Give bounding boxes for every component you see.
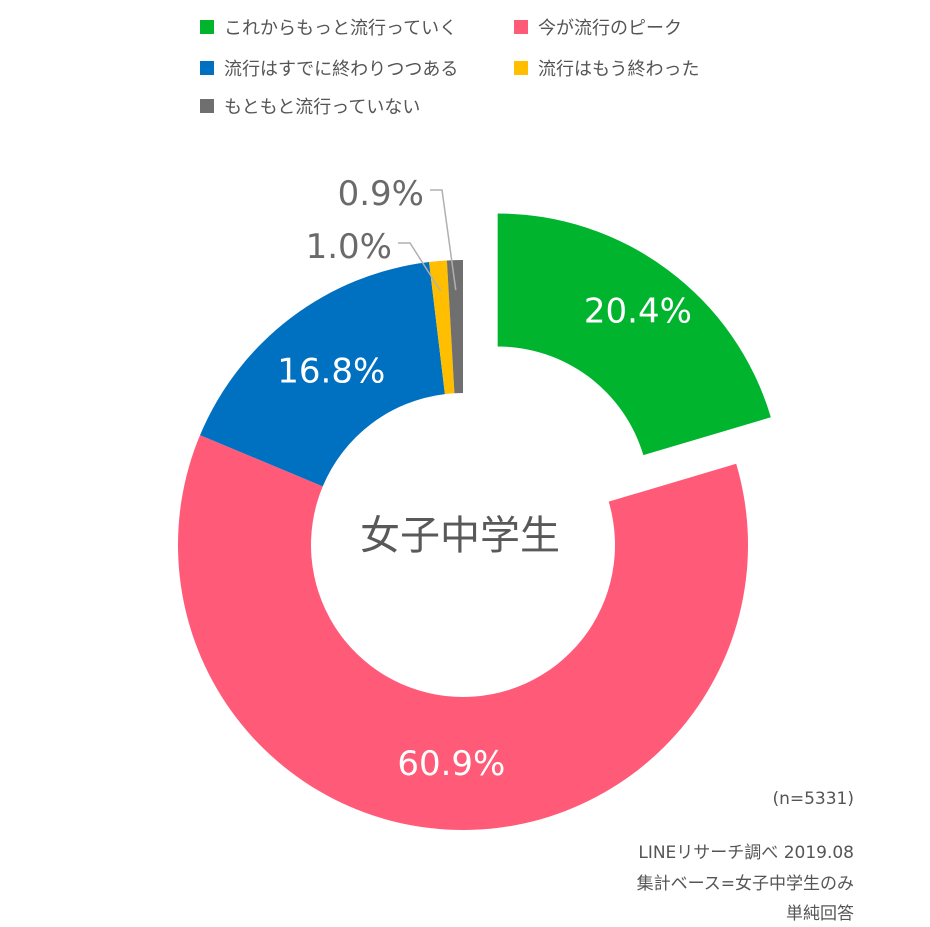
- legend-label: これからもっと流行っていく: [224, 18, 458, 39]
- legend-label: 流行はすでに終わりつつある: [224, 59, 459, 80]
- slice-ended: [429, 260, 455, 395]
- legend-item-ending: 流行はすでに終わりつつある: [200, 55, 458, 81]
- legend-label: もともと流行っていない: [224, 97, 421, 118]
- source-note: LINEリサーチ調べ 2019.08: [638, 843, 854, 863]
- chart-slices: [178, 213, 771, 830]
- slice-ending: [200, 262, 445, 487]
- slice-peak: [178, 435, 748, 830]
- legend-label: 今が流行のピーク: [538, 18, 682, 39]
- legend-swatch: [200, 99, 214, 113]
- slice-never: [446, 260, 463, 394]
- leader-lines: [398, 189, 457, 292]
- slice-rising: [497, 213, 771, 456]
- leader-line: [398, 242, 442, 292]
- leader-line: [430, 189, 457, 291]
- slice-labels: 20.4% 60.9% 16.8% 1.0% 0.9%: [277, 174, 692, 784]
- slice-label-rising: 20.4%: [584, 292, 692, 332]
- slice-label-never: 0.9%: [338, 174, 424, 214]
- legend-item-rising: これからもっと流行っていく: [200, 14, 457, 40]
- base-note: 集計ベース=女子中学生のみ: [636, 874, 854, 894]
- slice-label-ending: 16.8%: [277, 352, 385, 392]
- sample-size-note: (n=5331): [772, 789, 854, 809]
- legend-swatch: [200, 20, 214, 34]
- slice-label-ended: 1.0%: [306, 227, 392, 267]
- method-note: 単純回答: [786, 904, 854, 924]
- legend-item-ended: 流行はもう終わった: [514, 55, 699, 81]
- legend-swatch: [514, 20, 528, 34]
- legend-item-never: もともと流行っていない: [200, 93, 420, 119]
- legend-label: 流行はもう終わった: [538, 59, 700, 80]
- center-label: 女子中学生: [360, 513, 560, 559]
- legend-swatch: [200, 61, 214, 75]
- legend-item-peak: 今が流行のピーク: [514, 14, 682, 40]
- slice-label-peak: 60.9%: [397, 744, 505, 784]
- legend-swatch: [514, 61, 528, 75]
